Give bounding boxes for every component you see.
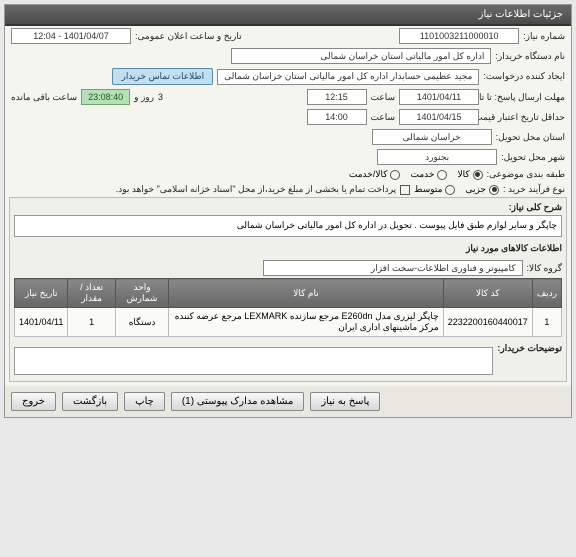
remaining-suffix: ساعت باقی مانده [11, 92, 77, 103]
announce-date-label: تاریخ و ساعت اعلان عمومی: [135, 31, 242, 42]
valid-label: حداقل تاریخ اعتبار قیمت: تا تاریخ: [483, 112, 565, 123]
requester-value: مجید عظیمی حسابدار اداره کل امور مالیاتی… [217, 69, 479, 85]
deadline-time-label: ساعت [371, 92, 396, 103]
buyer-note-box [14, 347, 493, 375]
category-radio-group: کالا خدمت کالا/خدمت [349, 169, 483, 180]
desc-title: شرح کلی نیاز: [14, 202, 562, 213]
th-row: ردیف [532, 279, 561, 308]
payment-checkbox[interactable] [400, 185, 410, 195]
radio-minor[interactable] [489, 185, 499, 195]
radio-both[interactable] [390, 170, 400, 180]
category-label: طبقه بندی موضوعی: [487, 169, 565, 180]
payment-note: پرداخت تمام یا بخشی از مبلغ خرید،از محل … [116, 184, 396, 195]
goods-section-title: اطلاعات کالاهای مورد نیاز [14, 243, 562, 254]
button-bar: پاسخ به نیاز مشاهده مدارک پیوستی (1) چاپ… [5, 386, 571, 417]
valid-date-value: 1401/04/15 [399, 109, 479, 125]
contact-info-button[interactable]: اطلاعات تماس خریدار [112, 68, 213, 85]
th-code: کد کالا [443, 279, 532, 308]
deadline-date-value: 1401/04/11 [399, 89, 479, 105]
print-button[interactable]: چاپ [124, 392, 165, 411]
city-label: شهر محل تحویل: [501, 152, 565, 163]
buyer-label: نام دستگاه خریدار: [495, 51, 565, 62]
radio-goods[interactable] [473, 170, 483, 180]
city-value: بجنورد [377, 149, 497, 165]
buyer-value: اداره کل امور مالیاتی استان خراسان شمالی [231, 48, 491, 64]
th-name: نام کالا [169, 279, 443, 308]
process-radio-group: جزیی متوسط [414, 184, 499, 195]
panel-header: جزئیات اطلاعات نیاز [5, 5, 571, 26]
goods-table: ردیف کد کالا نام کالا واحد شمارش تعداد /… [14, 278, 562, 337]
details-panel: جزئیات اطلاعات نیاز شماره نیاز: 11010032… [4, 4, 572, 418]
remaining-time-badge: 23:08:40 [81, 89, 130, 105]
reply-button[interactable]: پاسخ به نیاز [310, 392, 380, 411]
province-value: خراسان شمالی [372, 129, 492, 145]
panel-title: جزئیات اطلاعات نیاز [479, 9, 563, 20]
remaining-mid: روز و [134, 92, 154, 103]
attachments-button[interactable]: مشاهده مدارک پیوستی (1) [171, 392, 305, 411]
need-no-label: شماره نیاز: [523, 31, 565, 42]
th-date: تاریخ نیاز [15, 279, 68, 308]
radio-service[interactable] [437, 170, 447, 180]
process-label: نوع فرآیند خرید : [503, 184, 565, 195]
valid-time-label: ساعت [371, 112, 396, 123]
radio-medium[interactable] [445, 185, 455, 195]
th-qty: تعداد / مقدار [68, 279, 116, 308]
exit-button[interactable]: خروج [11, 392, 56, 411]
buyer-note-label: توضیحات خریدار: [497, 343, 562, 354]
group-label: گروه کالا: [527, 263, 562, 274]
need-no-value: 1101003211000010 [399, 28, 519, 44]
province-label: استان محل تحویل: [496, 132, 565, 143]
group-value: کامپیوتر و فناوری اطلاعات-سخت افزار [263, 260, 523, 276]
requester-label: ایجاد کننده درخواست: [483, 71, 565, 82]
back-button[interactable]: بازگشت [62, 392, 118, 411]
valid-time-value: 14:00 [307, 109, 367, 125]
deadline-time-value: 12:15 [307, 89, 367, 105]
need-details-section: شرح کلی نیاز: چاپگر و سایر لوازم طبق فای… [9, 197, 567, 382]
deadline-label: مهلت ارسال پاسخ: تا تاریخ: [483, 92, 565, 103]
announce-date-value: 1401/04/07 - 12:04 [11, 28, 131, 44]
table-row[interactable]: 1 2232200160440017 چاپگر لیزری مدل E260d… [15, 308, 562, 337]
remaining-days: 3 [158, 92, 163, 102]
desc-box: چاپگر و سایر لوازم طبق فایل پیوست . تحوی… [14, 215, 562, 237]
th-unit: واحد شمارش [115, 279, 168, 308]
